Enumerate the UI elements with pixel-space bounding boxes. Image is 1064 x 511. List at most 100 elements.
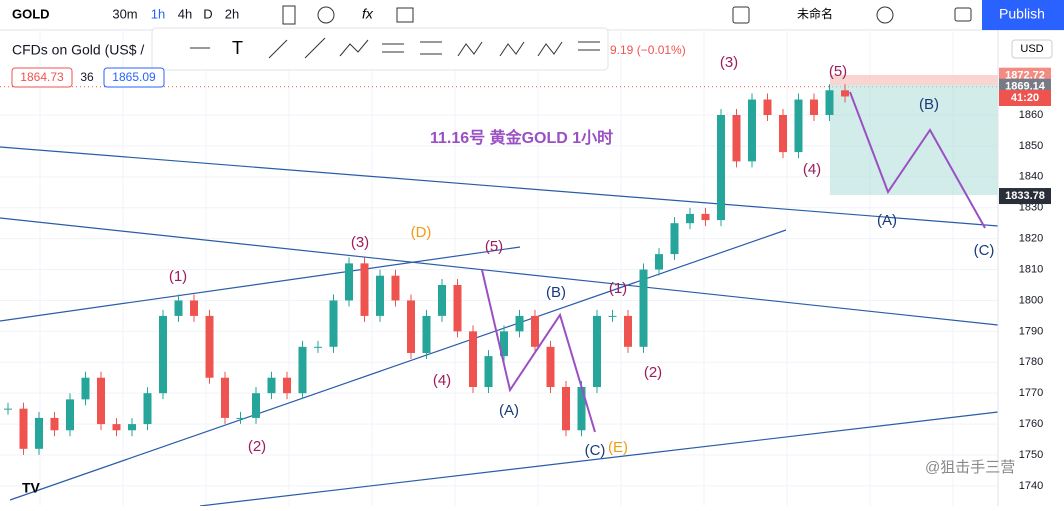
watermark: @狙击手三营 xyxy=(925,459,1015,476)
wave-label: (3) xyxy=(720,54,738,71)
settings-icon[interactable] xyxy=(876,6,894,24)
trend-line xyxy=(0,146,999,227)
snapshot-icon[interactable] xyxy=(954,7,972,22)
candle xyxy=(608,315,617,317)
wave-label: (1) xyxy=(609,280,627,297)
y-tick-label: 1850 xyxy=(1019,140,1043,152)
tool-icon[interactable] xyxy=(499,41,525,57)
candle xyxy=(159,315,167,394)
candle xyxy=(66,399,74,431)
candle xyxy=(810,99,818,115)
tool-icon[interactable] xyxy=(457,41,483,57)
candle xyxy=(35,417,43,449)
candle xyxy=(236,417,245,419)
candle xyxy=(686,213,694,224)
candle xyxy=(515,315,524,332)
y-tick-label: 1830 xyxy=(1019,202,1043,214)
drawing-toolbar xyxy=(151,27,609,71)
interval[interactable]: 30m xyxy=(112,6,137,21)
indicator-icon[interactable]: fx xyxy=(362,6,374,22)
target-zone xyxy=(830,85,998,195)
candle xyxy=(81,377,90,400)
ask-box[interactable] xyxy=(103,67,165,88)
candle xyxy=(500,331,508,357)
y-tick-label: 1840 xyxy=(1019,171,1043,183)
interval[interactable]: 1h xyxy=(151,6,165,21)
y-tick-label: 1860 xyxy=(1019,109,1043,121)
wave-label: (3) xyxy=(351,234,369,251)
price-label-box xyxy=(999,90,1051,106)
candle xyxy=(546,346,555,387)
candle xyxy=(655,254,663,270)
y-tick-label: 1790 xyxy=(1019,325,1043,337)
layout-name[interactable]: 未命名 xyxy=(797,6,833,21)
price-label: 1833.78 xyxy=(1005,190,1045,202)
tool-icon[interactable] xyxy=(537,41,563,57)
trend-lines xyxy=(0,146,999,507)
text-tool[interactable]: T xyxy=(232,38,243,58)
wave-label: (4) xyxy=(803,161,821,178)
candle xyxy=(376,275,384,316)
price-label: 1869.14 xyxy=(1005,81,1046,93)
y-tick-label: 1810 xyxy=(1019,263,1043,275)
wave-label: (E) xyxy=(608,439,628,456)
stop-zone xyxy=(830,75,998,85)
interval[interactable]: D xyxy=(203,6,212,21)
bid[interactable]: 1864.73 xyxy=(20,70,64,84)
candle xyxy=(422,315,431,353)
wave-label: (2) xyxy=(248,438,266,455)
candle xyxy=(252,393,260,418)
price-label: 1872.72 xyxy=(1005,70,1045,82)
wave-label: (1) xyxy=(169,268,187,285)
bid-box[interactable] xyxy=(11,67,73,88)
candle xyxy=(825,90,834,115)
publish-button[interactable] xyxy=(982,0,1064,30)
y-tick-label: 1800 xyxy=(1019,294,1043,306)
wave-label: (B) xyxy=(546,284,566,301)
y-tick-label: 1760 xyxy=(1019,418,1043,430)
chart-type-icon[interactable] xyxy=(282,5,296,25)
interval[interactable]: 2h xyxy=(225,6,239,21)
tool-icon[interactable] xyxy=(304,37,326,59)
candle xyxy=(732,115,741,162)
top-toolbar xyxy=(0,0,1064,30)
candle xyxy=(314,346,322,348)
trend-line xyxy=(199,411,999,507)
chart-title: 11.16号 黄金GOLD 1小时 xyxy=(430,128,613,147)
wave-label: (5) xyxy=(829,63,847,80)
candle xyxy=(112,424,121,431)
y-tick-label: 1820 xyxy=(1019,233,1043,245)
tool-icon[interactable] xyxy=(268,39,288,59)
candle xyxy=(438,285,446,316)
compare-icon[interactable] xyxy=(317,6,335,24)
candle xyxy=(19,408,28,449)
drawing-tools xyxy=(190,37,600,59)
trend-line xyxy=(9,229,787,501)
currency-box[interactable] xyxy=(1011,39,1053,59)
candle xyxy=(484,356,493,387)
candle xyxy=(717,115,725,221)
candle xyxy=(128,424,136,431)
publish-label[interactable]: Publish xyxy=(999,6,1045,22)
interval[interactable]: 4h xyxy=(178,6,192,21)
candle xyxy=(701,213,710,221)
wave-label: (C) xyxy=(974,242,995,259)
wave-path xyxy=(481,269,596,433)
trend-line xyxy=(0,217,999,326)
wave-label: (D) xyxy=(411,224,432,241)
candle xyxy=(391,275,400,301)
ask[interactable]: 1865.09 xyxy=(112,70,156,84)
candle xyxy=(174,300,183,316)
layout-icon[interactable] xyxy=(732,6,750,24)
candle xyxy=(221,377,229,418)
tool-icon[interactable] xyxy=(339,39,369,57)
candle xyxy=(841,90,849,97)
wave-label: (5) xyxy=(485,238,503,255)
candle xyxy=(190,300,198,316)
logo: TV xyxy=(22,480,41,496)
templates-icon[interactable] xyxy=(396,7,414,23)
symbol[interactable]: GOLD xyxy=(12,6,50,21)
spread: 36 xyxy=(80,70,94,84)
currency[interactable]: USD xyxy=(1020,43,1043,55)
